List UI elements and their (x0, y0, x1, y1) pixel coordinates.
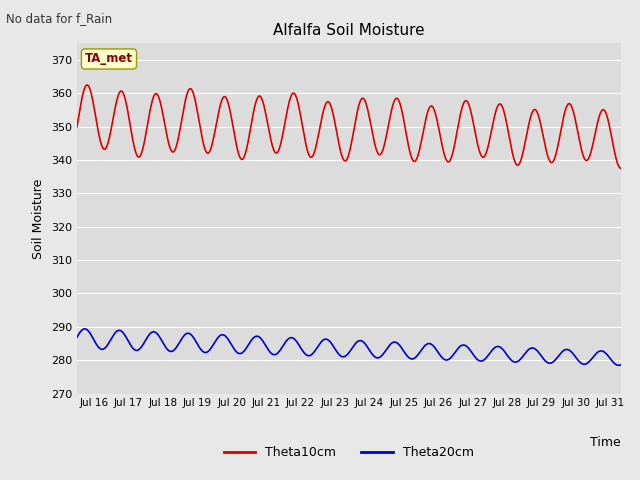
Text: TA_met: TA_met (85, 52, 133, 65)
Y-axis label: Soil Moisture: Soil Moisture (32, 178, 45, 259)
Title: Alfalfa Soil Moisture: Alfalfa Soil Moisture (273, 23, 424, 38)
Legend: Theta10cm, Theta20cm: Theta10cm, Theta20cm (219, 442, 479, 465)
Text: No data for f_Rain: No data for f_Rain (6, 12, 113, 25)
Text: Time: Time (590, 436, 621, 449)
